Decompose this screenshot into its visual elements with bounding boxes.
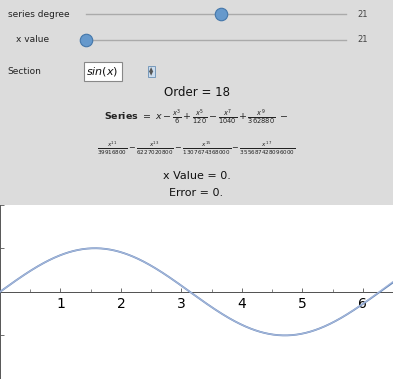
Text: 21: 21 — [358, 35, 368, 44]
Text: Order = 18: Order = 18 — [163, 86, 230, 99]
Text: series degree: series degree — [8, 10, 70, 19]
Text: $\frac{x^{11}}{39916800} - \frac{x^{13}}{6227020800} - \frac{x^{15}}{13076743680: $\frac{x^{11}}{39916800} - \frac{x^{13}}… — [97, 139, 296, 157]
Text: Section: Section — [8, 67, 42, 76]
Text: x value: x value — [16, 35, 49, 44]
Text: Error = 0.: Error = 0. — [169, 188, 224, 198]
Text: ▲
▼: ▲ ▼ — [149, 67, 154, 76]
Text: $\mathbf{Series}\ =\ x - \frac{x^3}{6} + \frac{x^5}{120} - \frac{x^7}{1040} + \f: $\mathbf{Series}\ =\ x - \frac{x^3}{6} +… — [104, 107, 289, 126]
Text: $\mathit{sin(x)}$: $\mathit{sin(x)}$ — [86, 65, 119, 78]
Text: 21: 21 — [358, 10, 368, 19]
Text: x Value = 0.: x Value = 0. — [163, 171, 230, 181]
